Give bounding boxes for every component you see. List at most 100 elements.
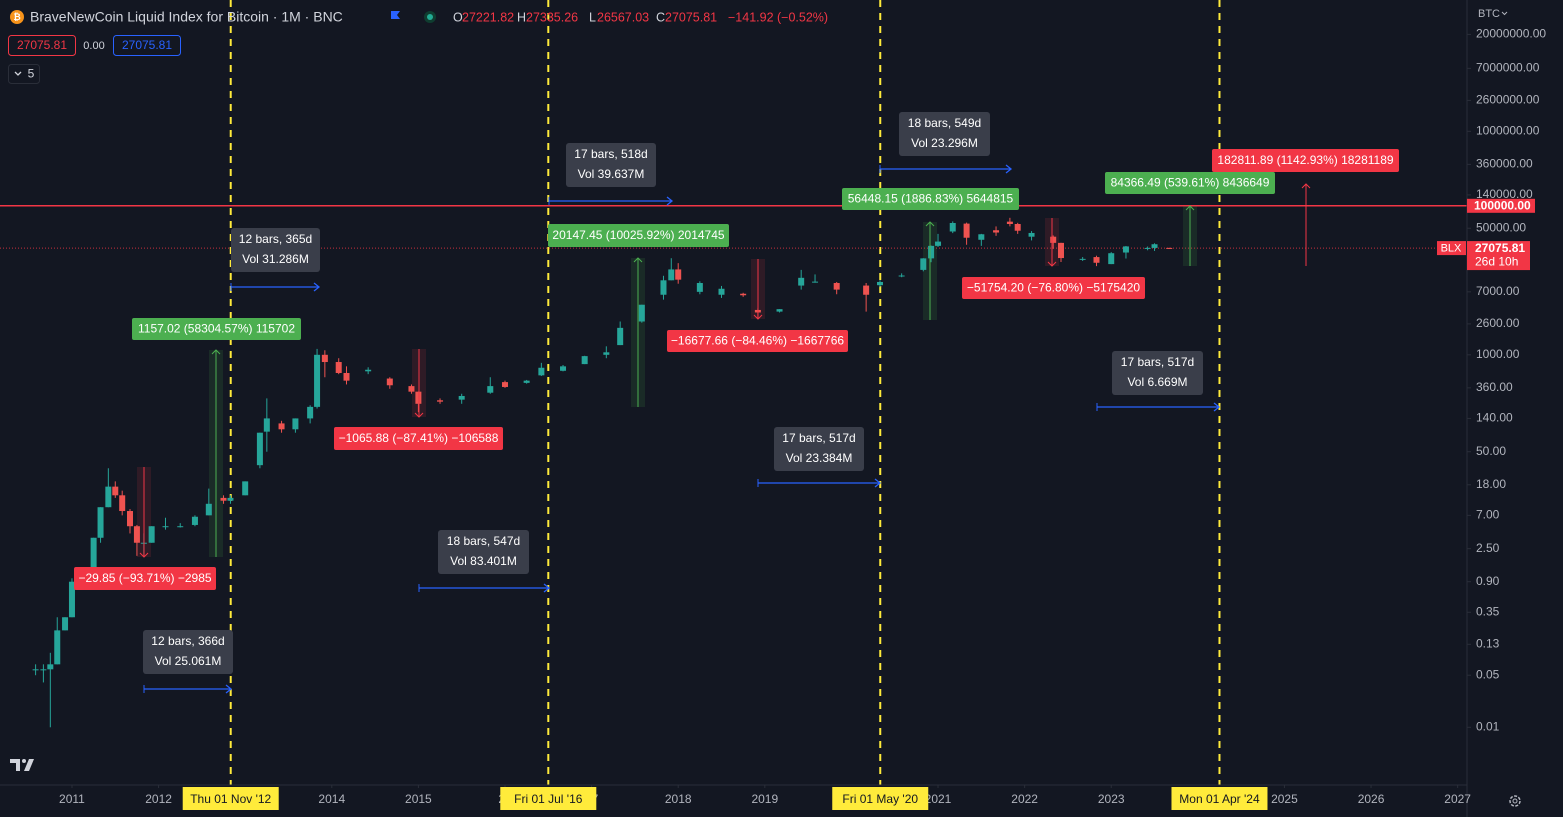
range-arrowhead xyxy=(543,583,551,593)
price-tick-label: 1000.00 xyxy=(1476,347,1520,361)
candle-body xyxy=(740,293,747,296)
candle-body xyxy=(1144,247,1151,249)
candle-body xyxy=(1028,232,1035,237)
sell-price[interactable]: 27075.81 xyxy=(17,38,67,52)
candle-body xyxy=(343,372,350,381)
candle-body xyxy=(458,395,465,400)
legend-header: ₿ BraveNewCoin Liquid Index for Bitcoin … xyxy=(8,9,828,84)
range-box xyxy=(774,427,864,471)
time-tick-label: 2014 xyxy=(318,792,345,806)
range-volume: Vol 39.637M xyxy=(578,167,645,181)
candle-body xyxy=(307,406,314,419)
candle-body xyxy=(227,497,234,501)
time-tick-label: 2018 xyxy=(665,792,692,806)
candle-body xyxy=(833,283,840,290)
price-tick-label: 18.00 xyxy=(1476,477,1506,491)
measure-label: 1157.02 (58304.57%) 115702 xyxy=(138,322,295,336)
settings-button[interactable] xyxy=(1509,795,1521,807)
range-box xyxy=(143,630,233,674)
candle-body xyxy=(935,241,942,246)
price-tick-label: 2600000.00 xyxy=(1476,93,1540,107)
candle-body xyxy=(638,304,645,322)
candle-body xyxy=(415,391,422,404)
candle-body xyxy=(133,526,140,543)
measure-box xyxy=(842,188,1019,210)
chevron-icon xyxy=(1501,11,1508,16)
range-volume: Vol 23.296M xyxy=(911,136,978,150)
price-tick-label: 2.50 xyxy=(1476,541,1500,555)
change: −141.92 (−0.52%) xyxy=(728,10,828,24)
range-arrowhead xyxy=(1005,164,1013,174)
measure-box xyxy=(334,427,503,450)
candle-body xyxy=(660,280,667,295)
axes: 20000000.00 7000000.00 2600000.00 1000000.0… xyxy=(59,27,1546,810)
measure-box xyxy=(667,330,848,352)
logo-mark xyxy=(24,759,34,771)
chevron-icon xyxy=(14,71,22,76)
candle-body xyxy=(898,275,905,277)
time-tick-label: 2011 xyxy=(59,792,85,806)
price-tick-label: 0.05 xyxy=(1476,667,1500,681)
candle-body xyxy=(812,281,819,283)
candle-body xyxy=(408,386,415,392)
range-arrowhead xyxy=(874,478,882,488)
candle-body xyxy=(560,366,567,371)
candle-body xyxy=(126,511,133,527)
symbol-label-box xyxy=(1437,241,1466,256)
candle-body xyxy=(1014,223,1021,231)
price-tick-label: 7000.00 xyxy=(1476,284,1520,298)
price-tick-label: 0.01 xyxy=(1476,719,1500,733)
symbol-title[interactable]: BraveNewCoin Liquid Index for Bitcoin · … xyxy=(30,9,343,25)
logo-mark xyxy=(22,759,26,763)
flag-icon[interactable] xyxy=(391,11,400,19)
date-marker-box xyxy=(832,787,929,810)
candle-body xyxy=(776,309,783,312)
candle-body xyxy=(105,486,112,508)
symbol-label: BLX xyxy=(1441,242,1462,254)
measure-label: 20147.45 (10025.92%) 2014745 xyxy=(552,228,724,242)
time-tick-label: 2027 xyxy=(1444,792,1471,806)
candle-body xyxy=(617,327,624,346)
candle-body xyxy=(47,664,54,670)
date-marker-label: Fri 01 May '20 xyxy=(842,792,918,806)
time-tick-label: 2026 xyxy=(1358,792,1385,806)
indicators-toggle[interactable] xyxy=(8,64,40,84)
date-marker-label: Fri 01 Jul '16 xyxy=(514,792,583,806)
candle-body xyxy=(292,418,299,430)
spread: 0.00 xyxy=(83,40,104,52)
candle-body xyxy=(523,380,530,383)
measure-arrowhead xyxy=(414,412,424,418)
time-tick-label: 2025 xyxy=(1271,792,1298,806)
buy-button[interactable] xyxy=(113,35,181,56)
range-arrowhead xyxy=(313,282,321,292)
sell-button[interactable] xyxy=(8,35,76,56)
measure-label: −1065.88 (−87.41%) −106588 xyxy=(339,431,499,445)
buy-price[interactable]: 27075.81 xyxy=(122,38,172,52)
price-line-label-box xyxy=(1467,198,1535,213)
candle-body xyxy=(205,503,212,516)
price-tick-label: 360.00 xyxy=(1476,380,1513,394)
gear-icon xyxy=(1509,795,1521,807)
price-tick-label: 360000.00 xyxy=(1476,157,1533,171)
candle-body xyxy=(54,630,61,665)
candle-body xyxy=(668,269,675,281)
candle-body xyxy=(97,507,104,538)
candle-body xyxy=(119,495,126,512)
range-arrowhead xyxy=(225,684,233,694)
range-box xyxy=(899,112,990,156)
candle-body xyxy=(538,367,545,376)
candle-body xyxy=(278,423,285,430)
time-tick-label: 2015 xyxy=(405,792,432,806)
range-volume: Vol 31.286M xyxy=(242,252,309,266)
measure-arrowhead xyxy=(753,314,763,320)
market-status-dot xyxy=(427,14,433,20)
time-tick-label: 2022 xyxy=(1011,792,1038,806)
price-tick-label: 140000.00 xyxy=(1476,187,1533,201)
ohlc-value: 26567.03 xyxy=(597,10,649,24)
plot-area: 1157.02 (58304.57%) 115702 20147.45 (1002… xyxy=(0,0,1467,785)
range-bars: 12 bars, 365d xyxy=(239,232,312,246)
currency-selector[interactable]: BTC xyxy=(1478,8,1500,20)
candle-body xyxy=(928,245,935,259)
